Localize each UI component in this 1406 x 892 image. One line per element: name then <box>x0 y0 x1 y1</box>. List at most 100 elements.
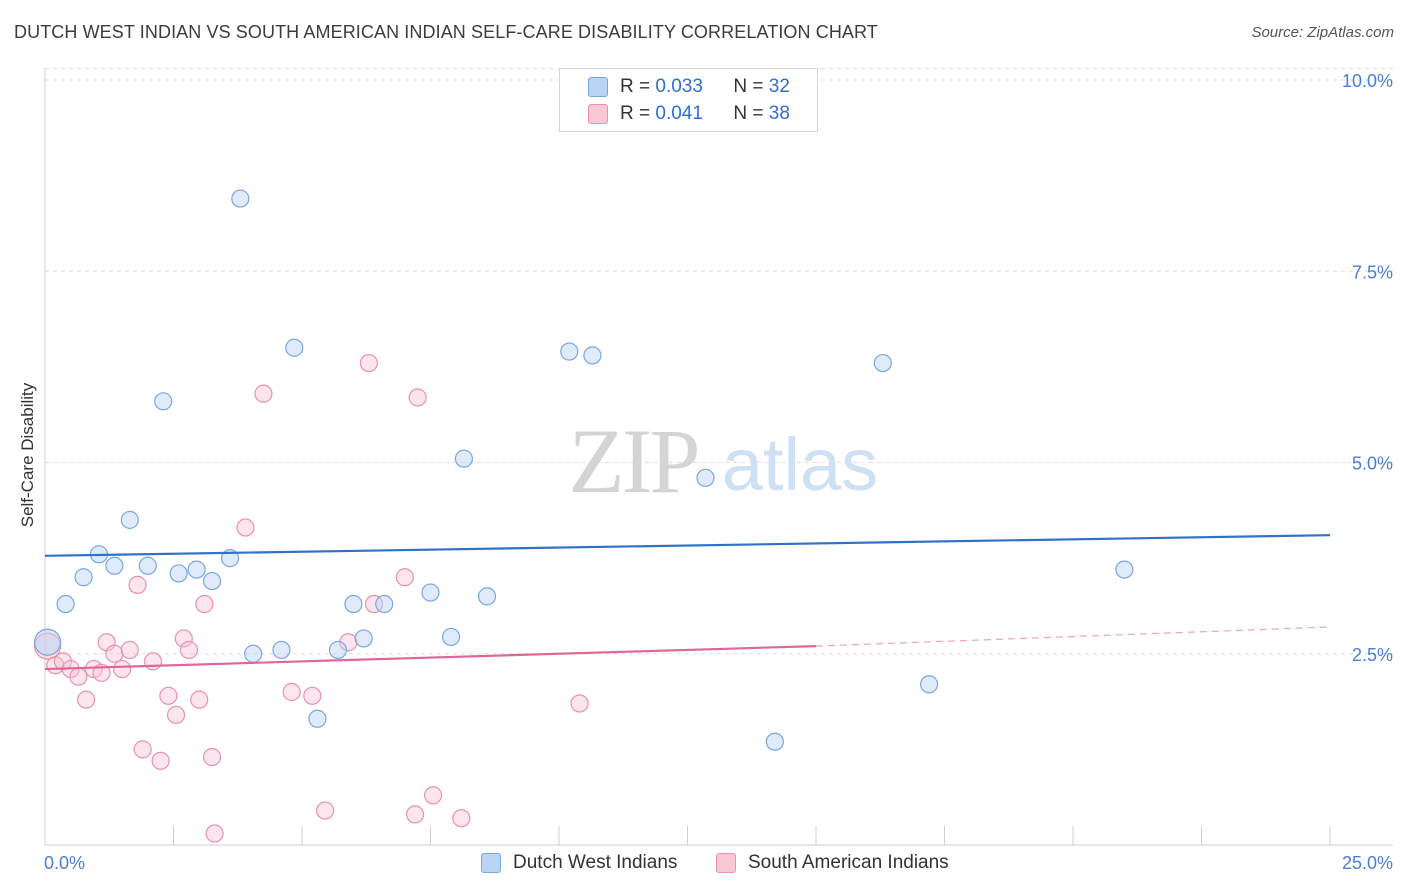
data-point <box>339 633 358 652</box>
chart-title: DUTCH WEST INDIAN VS SOUTH AMERICAN INDI… <box>14 22 878 42</box>
data-point <box>179 640 199 660</box>
source-credit: Source: ZipAtlas.com <box>1251 24 1394 41</box>
data-point <box>316 801 335 820</box>
data-point <box>560 342 579 361</box>
legend-r-label: R = <box>620 76 651 97</box>
data-point <box>159 686 178 705</box>
data-point <box>583 346 602 365</box>
data-point <box>154 392 173 411</box>
data-point <box>195 594 214 614</box>
data-point <box>328 640 348 660</box>
data-point <box>105 644 124 663</box>
data-point <box>282 682 301 702</box>
data-point <box>441 627 461 647</box>
data-point <box>202 571 222 591</box>
trend-line-south-american-indians <box>44 645 817 671</box>
data-point <box>344 594 363 614</box>
data-point <box>205 824 224 843</box>
legend-n-value: 32 <box>768 76 790 97</box>
data-point <box>128 575 147 595</box>
data-point <box>190 690 209 709</box>
data-point <box>231 189 250 208</box>
data-point <box>272 640 291 660</box>
data-point <box>408 388 427 407</box>
x-tick-label-min: 0.0% <box>44 853 85 873</box>
legend-n-label: N = <box>733 76 764 97</box>
watermark-zip: ZIP <box>569 410 698 512</box>
bottom-legend-label: Dutch West Indians <box>513 852 678 873</box>
data-point <box>1115 560 1134 579</box>
data-point <box>244 644 263 663</box>
data-point <box>169 564 188 583</box>
trend-lines <box>44 534 1331 671</box>
legend-row-dutch-west-indians: R = 0.033 N = 32 <box>588 74 790 100</box>
trend-line-extension <box>815 626 1331 647</box>
data-point <box>570 694 589 713</box>
y-axis-label: Self-Care Disability <box>18 382 37 528</box>
legend-swatch-blue <box>588 77 608 97</box>
data-point <box>236 518 255 537</box>
trend-line-dutch-west-indians <box>44 534 1331 557</box>
data-point <box>421 583 440 602</box>
data-point <box>359 353 378 373</box>
data-point <box>187 560 206 579</box>
data-point <box>364 594 384 614</box>
legend-n-value: 38 <box>768 103 790 124</box>
data-point <box>33 628 62 656</box>
bottom-legend-label: South American Indians <box>748 852 949 873</box>
tick-labels: 2.5% 5.0% 7.5% 10.0% 0.0% 25.0% <box>44 71 1393 873</box>
data-point <box>133 740 152 759</box>
data-point <box>56 594 75 614</box>
data-point <box>395 568 414 587</box>
data-point <box>151 751 170 770</box>
data-point <box>112 659 132 679</box>
y-tick-label: 5.0% <box>1352 454 1393 474</box>
watermark-atlas: atlas <box>722 423 878 506</box>
legend-r-label: R = <box>620 103 651 124</box>
legend-r-value: 0.033 <box>655 76 703 97</box>
data-point <box>452 809 471 828</box>
data-point <box>77 690 96 709</box>
bottom-legend-swatch-blue <box>481 853 501 873</box>
data-point <box>308 709 327 728</box>
data-point <box>105 556 124 575</box>
data-point <box>285 338 304 357</box>
legend-r-value: 0.041 <box>655 103 703 124</box>
data-point <box>69 667 88 686</box>
data-point <box>873 353 892 373</box>
bottom-legend-dutch-west-indians: Dutch West Indians <box>481 852 677 874</box>
data-point <box>423 786 443 805</box>
y-tick-label: 2.5% <box>1352 645 1393 665</box>
correlation-legend: R = 0.033 N = 32 R = 0.041 N = 38 <box>559 68 818 132</box>
grid-lines <box>45 68 1393 655</box>
data-point <box>74 568 93 587</box>
data-point <box>120 510 139 529</box>
series-south-american-indians <box>33 353 589 843</box>
legend-n-label: N = <box>733 103 764 124</box>
data-point <box>202 747 222 767</box>
bottom-legend-swatch-pink <box>716 853 736 873</box>
data-point <box>454 449 474 468</box>
data-point <box>143 652 163 671</box>
data-point <box>696 468 715 487</box>
legend-swatch-pink <box>588 104 608 124</box>
data-point <box>138 556 157 575</box>
legend-row-south-american-indians: R = 0.041 N = 38 <box>588 101 790 127</box>
data-point <box>765 732 784 751</box>
data-point <box>254 384 273 403</box>
series-dutch-west-indians <box>33 189 1134 751</box>
data-point <box>919 675 939 694</box>
axes <box>44 68 1393 846</box>
data-point <box>354 629 373 648</box>
data-point <box>120 640 139 660</box>
data-point <box>375 594 394 614</box>
x-tick-label-max: 25.0% <box>1342 853 1393 873</box>
data-point <box>303 686 322 705</box>
y-tick-label: 10.0% <box>1342 71 1393 91</box>
bottom-legend-south-american-indians: South American Indians <box>716 852 949 874</box>
data-point <box>166 705 186 725</box>
y-tick-label: 7.5% <box>1352 262 1393 282</box>
data-point <box>405 805 425 824</box>
data-point <box>477 587 497 606</box>
